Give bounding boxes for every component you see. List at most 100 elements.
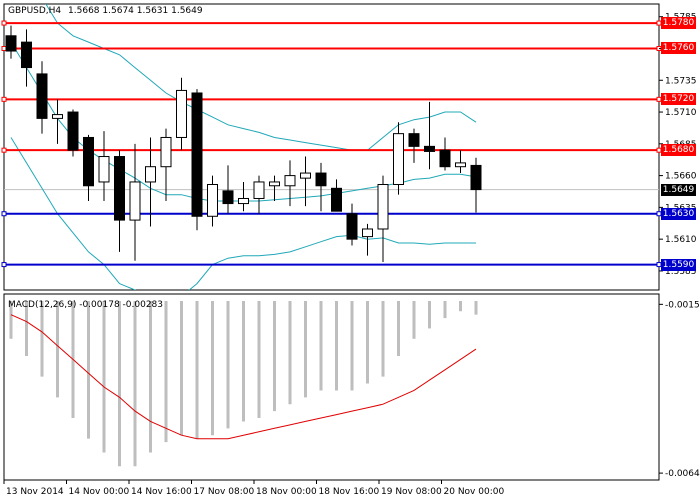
bull-candle-body <box>207 183 218 217</box>
macd-axis-tick-label: -0.0064 <box>665 469 700 479</box>
bull-candle-body <box>238 197 249 205</box>
bull-candle-body <box>269 181 280 187</box>
bear-candle-body <box>83 136 94 187</box>
price-axis-tick-label: 1.5710 <box>665 108 697 118</box>
candle <box>160 128 172 202</box>
bull-candle-body <box>52 114 63 119</box>
time-axis-tick-label: 13 Nov 2014 <box>6 487 64 497</box>
bear-candle-body <box>222 190 234 205</box>
candle <box>269 175 280 202</box>
resistance-level-anchor <box>1 147 7 153</box>
symbol-label: GBPUSD,H4 <box>8 6 62 16</box>
candle <box>67 109 79 157</box>
bollinger-lower-line <box>10 137 476 290</box>
bear-candle-body <box>5 35 17 52</box>
bull-candle-body <box>393 133 404 185</box>
price-axis-tick-label: 1.5585 <box>665 267 697 277</box>
candles <box>5 25 482 263</box>
bull-candle-body <box>455 162 466 168</box>
candle <box>331 179 342 212</box>
support-level-anchor <box>1 211 7 217</box>
time-axis-tick-label: 18 Nov 00:00 <box>256 487 317 497</box>
ohlc-readout: 1.5668 1.5674 1.5631 1.5649 <box>68 6 203 16</box>
macd-label: MACD(12,26,9) -0.00178 -0.00283 <box>8 300 164 310</box>
candle <box>300 156 311 207</box>
resistance-level-anchor <box>1 20 7 26</box>
bull-candle-body <box>145 166 156 183</box>
time-axis-tick-label: 17 Nov 08:00 <box>194 487 255 497</box>
macd-axis-tick-label: -0.0015 <box>665 300 700 310</box>
candle <box>315 162 327 212</box>
horizontal-levels <box>1 20 662 268</box>
bear-candle-body <box>36 73 48 119</box>
candle <box>284 160 296 207</box>
bull-candle-body <box>129 181 141 221</box>
price-axis-tick-label: 1.5660 <box>665 172 697 182</box>
bear-candle-body <box>346 213 358 240</box>
candle <box>238 181 249 212</box>
candle <box>207 175 218 227</box>
bear-candle-body <box>67 111 79 151</box>
current-price-tag: 1.5649 <box>661 183 696 196</box>
candle <box>21 29 32 87</box>
candle <box>129 143 141 261</box>
price-axis-tick-label: 1.5610 <box>665 235 697 245</box>
candle <box>377 175 389 263</box>
bear-candle-body <box>114 156 125 221</box>
bear-candle-body <box>315 172 327 187</box>
chart-frame <box>3 3 660 481</box>
time-axis-tick-label: 14 Nov 00:00 <box>69 487 130 497</box>
resistance-level-price-tag: 1.5680 <box>661 144 696 157</box>
bear-candle-body <box>470 164 482 191</box>
candle <box>145 137 156 227</box>
resistance-level-price-tag: 1.5760 <box>661 42 696 55</box>
bull-candle-body <box>160 136 172 168</box>
chart-header: GBPUSD,H4 1.5668 1.5674 1.5631 1.5649 <box>8 6 203 16</box>
bull-candle-body <box>176 89 187 138</box>
resistance-level-price-tag: 1.5720 <box>661 93 696 106</box>
support-level-anchor <box>1 262 7 268</box>
resistance-level-anchor <box>1 45 7 51</box>
bull-candle-body <box>377 183 389 230</box>
macd-panel <box>9 301 478 467</box>
resistance-level-price-tag: 1.5780 <box>661 17 696 30</box>
candle <box>98 131 110 202</box>
candle <box>176 77 187 151</box>
bull-candle-body <box>300 172 311 179</box>
time-axis-tick-label: 19 Nov 08:00 <box>381 487 442 497</box>
bear-candle-body <box>331 187 342 212</box>
candle <box>470 157 482 213</box>
bear-candle-body <box>21 41 32 69</box>
bull-candle-body <box>362 228 373 238</box>
axes: 1.57851.57601.57351.57101.56851.56601.56… <box>3 13 700 497</box>
price-panel-border <box>3 3 660 291</box>
candle <box>36 61 48 134</box>
support-level-price-tag: 1.5590 <box>661 258 696 271</box>
candle <box>455 150 466 174</box>
candle <box>439 137 451 171</box>
time-axis-tick-label: 20 Nov 00:00 <box>444 487 505 497</box>
bollinger-bands <box>10 4 477 290</box>
bear-candle-body <box>424 145 435 152</box>
candle <box>424 101 435 170</box>
candle <box>52 99 63 144</box>
bull-candle-body <box>284 175 296 187</box>
bear-candle-body <box>439 149 451 168</box>
bollinger-middle-line <box>10 41 477 202</box>
resistance-level-anchor <box>1 96 7 102</box>
macd-panel-border <box>3 293 660 481</box>
candle <box>408 128 420 163</box>
candle <box>393 122 404 195</box>
time-axis-tick-label: 18 Nov 16:00 <box>319 487 380 497</box>
candle <box>114 150 125 252</box>
bear-candle-body <box>408 133 420 147</box>
candle <box>362 223 373 256</box>
candle <box>222 165 234 214</box>
support-level-price-tag: 1.5630 <box>661 207 696 220</box>
candle <box>253 175 265 214</box>
bull-candle-body <box>253 181 265 199</box>
candle <box>346 203 358 246</box>
candle <box>191 89 203 231</box>
macd-signal-line <box>10 314 477 440</box>
